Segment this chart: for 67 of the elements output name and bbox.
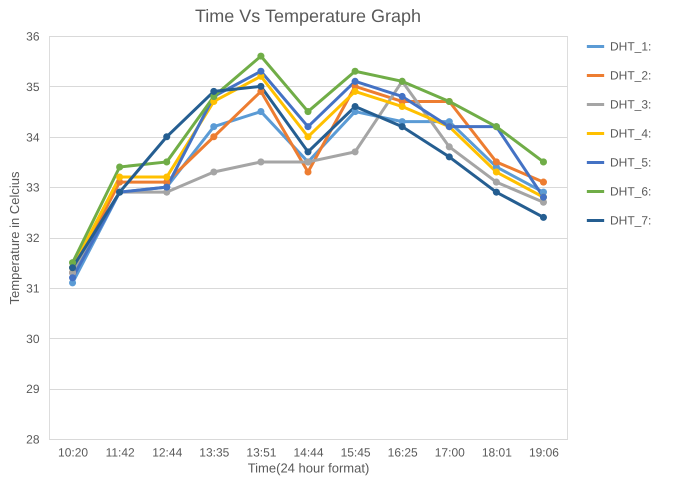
point bbox=[210, 133, 218, 140]
x-tick-label: 18:01 bbox=[482, 446, 512, 460]
point bbox=[492, 158, 500, 166]
y-tick-label: 32 bbox=[26, 231, 40, 245]
x-tick-label: 15:45 bbox=[340, 446, 371, 460]
point bbox=[398, 102, 406, 110]
x-axis-title: Time(24 hour format) bbox=[248, 460, 370, 476]
legend-label: DHT_1: bbox=[610, 40, 652, 54]
x-tick-label: 16:25 bbox=[388, 446, 418, 460]
point bbox=[398, 123, 406, 130]
legend-label: DHT_6: bbox=[610, 184, 652, 198]
point bbox=[163, 133, 170, 140]
point bbox=[352, 68, 359, 75]
point bbox=[257, 108, 264, 116]
legend-label: DHT_5: bbox=[610, 156, 652, 170]
legend-label: DHT_7: bbox=[610, 214, 652, 228]
y-tick-label: 34 bbox=[26, 130, 40, 144]
point bbox=[163, 158, 170, 166]
point bbox=[257, 82, 264, 90]
x-tick-label: 17:00 bbox=[434, 446, 466, 460]
point bbox=[446, 153, 453, 160]
point bbox=[116, 163, 124, 171]
x-tick-label: 19:06 bbox=[528, 446, 560, 460]
point bbox=[540, 158, 547, 166]
point bbox=[304, 133, 312, 140]
point bbox=[116, 174, 124, 181]
chart-title: Time Vs Temperature Graph bbox=[194, 6, 422, 26]
point bbox=[257, 68, 264, 75]
x-tick-label: 13:51 bbox=[246, 446, 277, 460]
y-tick-label: 31 bbox=[26, 281, 40, 296]
x-tick-label: 11:42 bbox=[106, 446, 136, 460]
point bbox=[304, 108, 312, 116]
point bbox=[163, 174, 170, 181]
point bbox=[257, 158, 264, 166]
point bbox=[446, 143, 453, 150]
y-axis-title: Temperature in Celcius bbox=[7, 171, 22, 304]
x-tick-label: 12:44 bbox=[152, 446, 183, 460]
legend-label: DHT_3: bbox=[610, 98, 652, 112]
y-tick-label: 29 bbox=[26, 382, 40, 396]
y-tick-label: 28 bbox=[26, 432, 40, 446]
y-tick-label: 30 bbox=[26, 332, 40, 346]
point bbox=[492, 178, 500, 186]
point bbox=[257, 52, 264, 60]
point bbox=[304, 148, 312, 156]
point bbox=[352, 148, 359, 156]
point bbox=[492, 168, 500, 176]
x-tick-label: 14:44 bbox=[293, 446, 324, 460]
y-tick-label: 33 bbox=[26, 180, 40, 195]
point bbox=[210, 168, 218, 176]
point bbox=[352, 78, 359, 85]
point bbox=[304, 123, 312, 130]
point bbox=[540, 178, 547, 186]
point bbox=[540, 214, 547, 221]
point bbox=[304, 168, 312, 176]
legend-label: DHT_2: bbox=[610, 68, 652, 82]
point bbox=[398, 92, 406, 100]
x-tick-label: 13:35 bbox=[199, 446, 230, 460]
point bbox=[210, 123, 218, 130]
point bbox=[69, 274, 76, 282]
y-tick-label: 35 bbox=[26, 80, 40, 94]
point bbox=[210, 88, 218, 95]
x-tick-label: 10:20 bbox=[58, 446, 88, 460]
point bbox=[492, 188, 500, 196]
legend-label: DHT_4: bbox=[610, 126, 652, 140]
point bbox=[352, 88, 359, 95]
y-tick-label: 36 bbox=[26, 30, 40, 44]
point bbox=[352, 102, 359, 110]
